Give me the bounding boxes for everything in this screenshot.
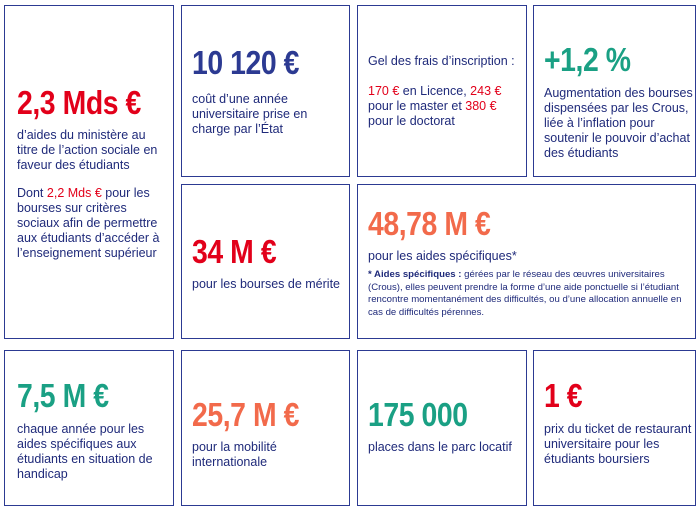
card-frais-inscription: Gel des frais d’inscription : 170 € en L… (357, 5, 527, 177)
card-action-sociale-value: 2,3 Mds € (17, 84, 141, 121)
card-parc-locatif: 175 000 places dans le parc locatif (357, 350, 527, 506)
note-text: gérées par le réseau des œuvres universi… (368, 269, 682, 318)
card-action-sociale-desc: d’aides du ministère au titre de l’actio… (17, 128, 158, 172)
card-frais-inscription-detail: 170 € en Licence, 243 € pour le master e… (368, 84, 524, 129)
card-ticket-restaurant: 1 € prix du ticket de restaurant univers… (533, 350, 696, 506)
card-augmentation-bourses-desc: Augmentation des bourses dispensées par … (544, 86, 693, 160)
card-action-sociale: 2,3 Mds € d’aides du ministère au titre … (4, 5, 174, 339)
card-action-sociale-sub-value: 2,2 Mds € (46, 186, 102, 200)
card-parc-locatif-value: 175 000 (368, 396, 468, 433)
card-mobilite: 25,7 M € pour la mobilité internationale (181, 350, 350, 506)
card-aides-specifiques: 48,78 M € pour les aides spécifiques* * … (357, 184, 696, 339)
card-action-sociale-sub-prefix: Dont (17, 186, 47, 200)
card-aides-specifiques-value: 48,78 M € (368, 205, 491, 242)
card-aides-specifiques-note: * Aides spécifiques : gérées par le rése… (368, 269, 690, 319)
fee-master-value: 243 € (470, 84, 502, 98)
card-handicap: 7,5 M € chaque année pour les aides spéc… (4, 350, 174, 506)
card-ticket-restaurant-desc: prix du ticket de restaurant universitai… (544, 422, 692, 466)
card-augmentation-bourses: +1,2 % Augmentation des bourses dispensé… (533, 5, 696, 177)
fee-doctorat-value: 380 € (465, 99, 497, 113)
card-bourses-merite-desc: pour les bourses de mérite (192, 277, 340, 291)
card-frais-inscription-title: Gel des frais d’inscription : (368, 54, 515, 68)
card-mobilite-value: 25,7 M € (192, 396, 300, 433)
fee-doctorat-text: pour le doctorat (368, 114, 455, 128)
card-handicap-value: 7,5 M € (17, 377, 109, 414)
card-bourses-merite: 34 M € pour les bourses de mérite (181, 184, 350, 339)
fee-master-text: pour le master et (368, 99, 466, 113)
note-label: * Aides spécifiques : (368, 269, 462, 280)
card-handicap-desc: chaque année pour les aides spécifiques … (17, 422, 153, 481)
card-bourses-merite-value: 34 M € (192, 233, 277, 270)
card-mobilite-desc: pour la mobilité internationale (192, 440, 277, 469)
card-cout-annee-desc: coût d’une année universitaire prise en … (192, 92, 308, 136)
fee-licence-text: en Licence, (399, 84, 471, 98)
card-action-sociale-sub: Dont 2,2 Mds € pour les bourses sur crit… (17, 186, 167, 261)
fee-licence-value: 170 € (368, 84, 400, 98)
card-cout-annee: 10 120 € coût d’une année universitaire … (181, 5, 350, 177)
card-ticket-restaurant-value: 1 € (544, 377, 583, 414)
card-parc-locatif-desc: places dans le parc locatif (368, 440, 512, 454)
card-action-sociale-sub-suffix: pour les bourses sur critères sociaux af… (17, 186, 160, 260)
card-aides-specifiques-desc: pour les aides spécifiques* (368, 249, 517, 263)
card-augmentation-bourses-value: +1,2 % (544, 41, 631, 78)
card-cout-annee-value: 10 120 € (192, 44, 300, 81)
